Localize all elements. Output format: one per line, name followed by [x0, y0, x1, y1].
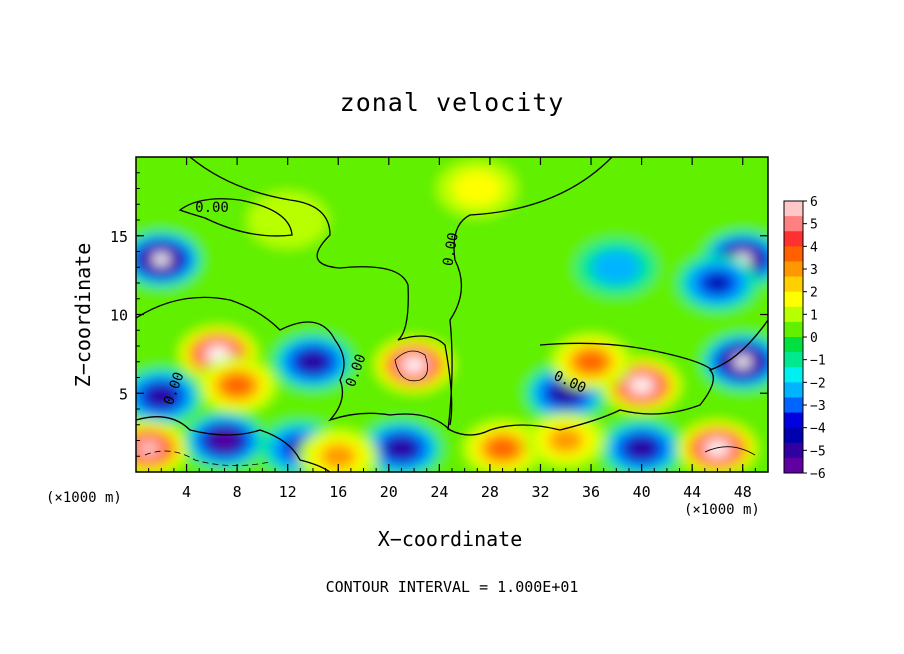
contour-label: 0.00 — [195, 200, 229, 216]
colorbar-label: 3 — [810, 263, 818, 278]
colorbar-swatch — [784, 276, 803, 293]
x-tick-label: 28 — [481, 483, 499, 501]
y-tick-label: 5 — [119, 385, 128, 403]
x-tick-label: 4 — [182, 483, 191, 501]
field-blob — [488, 438, 517, 459]
colorbar-swatch — [784, 231, 803, 247]
colorbar-swatch — [784, 367, 803, 383]
colorbar-swatch — [784, 442, 803, 459]
field-blob — [214, 433, 235, 448]
x-tick-label: 44 — [683, 483, 701, 501]
colorbar-swatch — [784, 321, 803, 338]
x-unit-right: (×1000 m) — [684, 502, 760, 518]
colorbar-label: 6 — [810, 195, 818, 210]
colorbar-label: −2 — [810, 376, 826, 391]
colorbar-swatch — [784, 261, 803, 278]
colorbar-swatch — [784, 291, 803, 308]
contour-line — [704, 446, 756, 456]
colorbar-swatch — [784, 427, 803, 444]
field-blob — [209, 347, 227, 360]
field-blob — [247, 191, 329, 249]
contour-line — [136, 296, 768, 436]
field-blob — [708, 442, 726, 455]
y-tick-label: 15 — [110, 228, 128, 246]
contour-interval-note: CONTOUR INTERVAL = 1.000E+01 — [325, 578, 579, 596]
colorbar-swatch — [784, 246, 803, 262]
field-blob — [547, 427, 584, 454]
x-tick-label: 24 — [430, 483, 448, 501]
contour-line — [394, 350, 428, 382]
colorbar-swatch — [784, 216, 803, 232]
y-tick-label: 10 — [110, 307, 128, 325]
contour-line — [189, 157, 453, 426]
colorbar-label: 2 — [810, 286, 818, 301]
x-tick-label: 36 — [582, 483, 600, 501]
colorbar-swatch — [784, 306, 803, 323]
field-blob — [576, 351, 606, 372]
field-blob — [301, 353, 325, 370]
colorbar-label: −1 — [810, 354, 826, 369]
x-axis-label: X−coordinate — [377, 527, 523, 551]
x-tick-label: 48 — [734, 483, 752, 501]
colorbar-swatch — [784, 337, 803, 353]
field-blob — [703, 273, 732, 293]
contour-line — [447, 157, 613, 431]
field-blob — [320, 443, 357, 469]
colorbar-label: −6 — [810, 467, 826, 482]
colorbar-swatch — [784, 382, 803, 398]
colorbar-swatch — [784, 397, 803, 414]
colorbar-label: −5 — [810, 444, 826, 459]
colorbar-label: −3 — [810, 399, 826, 414]
field-blob — [591, 249, 642, 285]
y-axis: 5 10 15 — [110, 172, 768, 457]
field-blob — [389, 440, 413, 457]
x-tick-label: 8 — [233, 483, 242, 501]
colorbar-swatch — [784, 352, 803, 368]
field-blob — [152, 253, 170, 266]
colorbar-swatch — [784, 201, 803, 217]
contour-line — [144, 450, 271, 466]
field-blob — [138, 441, 159, 456]
field-blob — [630, 440, 654, 457]
field-blob — [452, 171, 503, 206]
colorbar-label: −4 — [810, 422, 826, 437]
y-axis-label: Z−coordinate — [71, 242, 95, 388]
x-tick-label: 12 — [279, 483, 297, 501]
colorbar-label: 4 — [810, 240, 818, 255]
colorbar-label: 1 — [810, 308, 818, 323]
x-axis: 4 8 12 16 20 24 28 32 36 40 44 48 — [148, 157, 756, 501]
colorbar-label: 0 — [810, 331, 818, 346]
velocity-field — [136, 157, 768, 472]
x-tick-label: 16 — [329, 483, 347, 501]
colorbar-label: 5 — [810, 218, 818, 233]
x-tick-label: 20 — [380, 483, 398, 501]
field-blob — [554, 385, 578, 402]
x-unit-left: (×1000 m) — [46, 490, 122, 506]
chart-title: zonal velocity — [339, 88, 565, 117]
contour-line — [136, 416, 331, 472]
field-blob — [149, 388, 173, 405]
zero-contours — [136, 157, 768, 472]
field-blob — [734, 355, 752, 368]
contour-label: 0.00 — [440, 231, 462, 267]
colorbar-swatch — [784, 412, 803, 429]
contour-line — [178, 198, 293, 237]
contour-line — [539, 342, 713, 371]
x-tick-label: 40 — [633, 483, 651, 501]
x-tick-label: 32 — [531, 483, 549, 501]
field-blob — [405, 358, 423, 371]
field-blob — [633, 379, 651, 392]
colorbar-swatch — [784, 457, 803, 474]
colorbar: 6 5 4 3 2 1 0 −1 −2 −3 −4 −5 −6 — [783, 195, 826, 482]
field-blob — [223, 375, 252, 396]
